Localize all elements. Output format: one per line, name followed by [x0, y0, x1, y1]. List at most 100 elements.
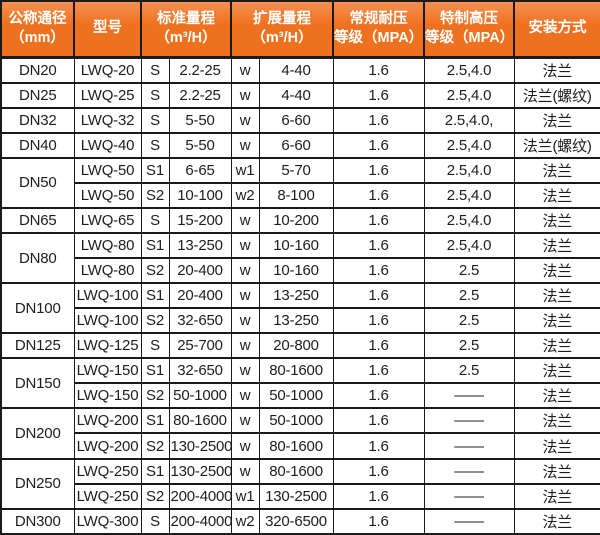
- cell-pressure-normal: 1.6: [332, 382, 425, 410]
- cell-nominal-diameter: DN150: [0, 357, 75, 410]
- cell-installation: 法兰: [513, 507, 600, 535]
- cell-nominal-diameter: DN20: [0, 56, 75, 84]
- cell-pressure-normal: 1.6: [332, 156, 425, 184]
- cell-nominal-diameter: DN40: [0, 131, 75, 159]
- cell-pressure-high: 2.5,4.0: [423, 206, 515, 234]
- table-row: DN25 LWQ-25 S 2.2-25 w 4-40 1.6 2.5,4.0 法兰(螺纹): [0, 81, 600, 109]
- header-installation: 安装方式: [513, 0, 600, 59]
- cell-standard-range: 32-650: [168, 307, 232, 335]
- cell-extended-range: 4-40: [258, 81, 334, 109]
- cell-pressure-high: ——: [423, 382, 515, 410]
- cell-standard-range: 15-200: [168, 206, 232, 234]
- cell-standard-range: 200-4000: [168, 507, 232, 535]
- cell-installation: 法兰: [513, 307, 600, 335]
- cell-standard-code: S: [140, 131, 170, 159]
- cell-extended-code: w: [230, 407, 260, 435]
- cell-pressure-high: 2.5,4.0: [423, 81, 515, 109]
- cell-model: LWQ-20: [73, 56, 142, 84]
- cell-standard-range: 32-650: [168, 357, 232, 385]
- cell-model: LWQ-80: [73, 231, 142, 260]
- cell-extended-range: 130-2500: [258, 482, 334, 510]
- cell-nominal-diameter: DN32: [0, 106, 75, 134]
- table-row: LWQ-200 S2 130-2500 w 80-1600 1.6 —— 法兰: [1, 432, 600, 460]
- cell-model: LWQ-150: [73, 382, 142, 410]
- cell-extended-range: 80-1600: [258, 457, 334, 485]
- cell-pressure-high: 2.5: [423, 357, 515, 385]
- cell-extended-range: 8-100: [258, 181, 334, 209]
- cell-pressure-normal: 1.6: [332, 482, 425, 510]
- header-normal-pressure: 常规耐压 等级（MPA）: [332, 0, 426, 59]
- table-row: LWQ-100 S2 32-650 w 13-250 1.6 2.5 法兰: [1, 307, 600, 335]
- table-row: DN250 LWQ-250 S1 130-2500 w 80-1600 1.6 —— 法兰: [0, 457, 600, 510]
- cell-standard-code: S1: [140, 231, 170, 260]
- table-row: LWQ-50 S2 10-100 w2 8-100 1.6 2.5,4.0 法兰: [1, 181, 600, 209]
- cell-standard-code: S: [140, 332, 170, 360]
- cell-installation: 法兰: [513, 206, 600, 234]
- cell-standard-code: S1: [140, 407, 170, 435]
- header-standard-range: 标准量程 （m³/H）: [139, 0, 233, 59]
- table-row: LWQ-250 S2 200-4000 w1 130-2500 1.6 —— 法兰: [1, 482, 600, 510]
- cell-standard-range: 25-700: [168, 332, 232, 360]
- cell-extended-code: w: [230, 257, 260, 285]
- cell-extended-code: w: [230, 131, 260, 159]
- cell-standard-code: S: [140, 81, 170, 109]
- cell-pressure-high: ——: [423, 507, 515, 535]
- table-row: LWQ-80 S2 20-400 w 10-160 1.6 2.5 法兰: [1, 257, 600, 285]
- cell-installation: 法兰: [513, 231, 600, 260]
- cell-installation: 法兰: [513, 282, 600, 310]
- cell-installation: 法兰: [513, 407, 600, 435]
- cell-extended-range: 20-800: [258, 332, 334, 360]
- table-row: DN20 LWQ-20 S 2.2-25 w 4-40 1.6 2.5,4.0 法兰: [0, 56, 600, 84]
- cell-pressure-high: ——: [423, 482, 515, 510]
- cell-standard-range: 2.2-25: [168, 81, 232, 109]
- cell-extended-code: w1: [230, 156, 260, 184]
- cell-extended-code: w: [230, 457, 260, 485]
- cell-installation: 法兰: [513, 482, 600, 510]
- header-nominal-diameter: 公称通径 （mm）: [0, 0, 75, 59]
- cell-pressure-normal: 1.6: [332, 81, 425, 109]
- cell-pressure-high: 2.5: [423, 307, 515, 335]
- cell-nominal-diameter: DN200: [0, 407, 75, 460]
- cell-installation: 法兰: [513, 357, 600, 385]
- cell-installation: 法兰: [513, 106, 600, 134]
- cell-extended-code: w: [230, 307, 260, 335]
- table-row: DN50 LWQ-50 S1 6-65 w1 5-70 1.6 2.5,4.0 法兰: [0, 156, 600, 209]
- cell-extended-code: w: [230, 231, 260, 260]
- table-row: DN80 LWQ-80 S1 13-250 w 10-160 1.6 2.5,4.0 法兰: [0, 231, 600, 285]
- cell-nominal-diameter: DN125: [0, 332, 75, 360]
- cell-extended-code: w: [230, 56, 260, 84]
- cell-extended-code: w2: [230, 507, 260, 535]
- cell-pressure-high: ——: [423, 407, 515, 435]
- table-row: DN100 LWQ-100 S1 20-400 w 13-250 1.6 2.5 法兰: [0, 282, 600, 335]
- cell-pressure-high: ——: [423, 457, 515, 485]
- cell-pressure-high: 2.5: [423, 282, 515, 310]
- cell-standard-range: 20-400: [168, 282, 232, 310]
- cell-extended-range: 80-1600: [258, 432, 334, 460]
- cell-standard-code: S: [140, 56, 170, 84]
- cell-pressure-high: 2.5: [423, 257, 515, 285]
- cell-model: LWQ-100: [73, 307, 142, 335]
- header-extended-range: 扩展量程 （m³/H）: [230, 0, 335, 59]
- cell-extended-range: 10-160: [258, 231, 334, 260]
- cell-installation: 法兰: [513, 332, 600, 360]
- cell-standard-code: S: [140, 507, 170, 535]
- cell-standard-code: S: [140, 206, 170, 234]
- cell-extended-code: w: [230, 382, 260, 410]
- cell-model: LWQ-65: [73, 206, 142, 234]
- cell-model: LWQ-50: [73, 156, 142, 184]
- cell-pressure-normal: 1.6: [332, 507, 425, 535]
- cell-standard-code: S2: [140, 257, 170, 285]
- cell-standard-range: 200-4000: [168, 482, 232, 510]
- cell-model: LWQ-25: [73, 81, 142, 109]
- table-row: DN32 LWQ-32 S 5-50 w 6-60 1.6 2.5,4.0, 法兰: [0, 106, 600, 134]
- cell-extended-code: w2: [230, 181, 260, 209]
- cell-model: LWQ-50: [73, 181, 142, 209]
- cell-installation: 法兰: [513, 432, 600, 460]
- cell-pressure-high: 2.5,4.0: [423, 56, 515, 84]
- cell-model: LWQ-150: [73, 357, 142, 385]
- cell-extended-code: w: [230, 81, 260, 109]
- cell-standard-range: 80-1600: [168, 407, 232, 435]
- cell-pressure-normal: 1.6: [332, 131, 425, 159]
- cell-extended-code: w1: [230, 482, 260, 510]
